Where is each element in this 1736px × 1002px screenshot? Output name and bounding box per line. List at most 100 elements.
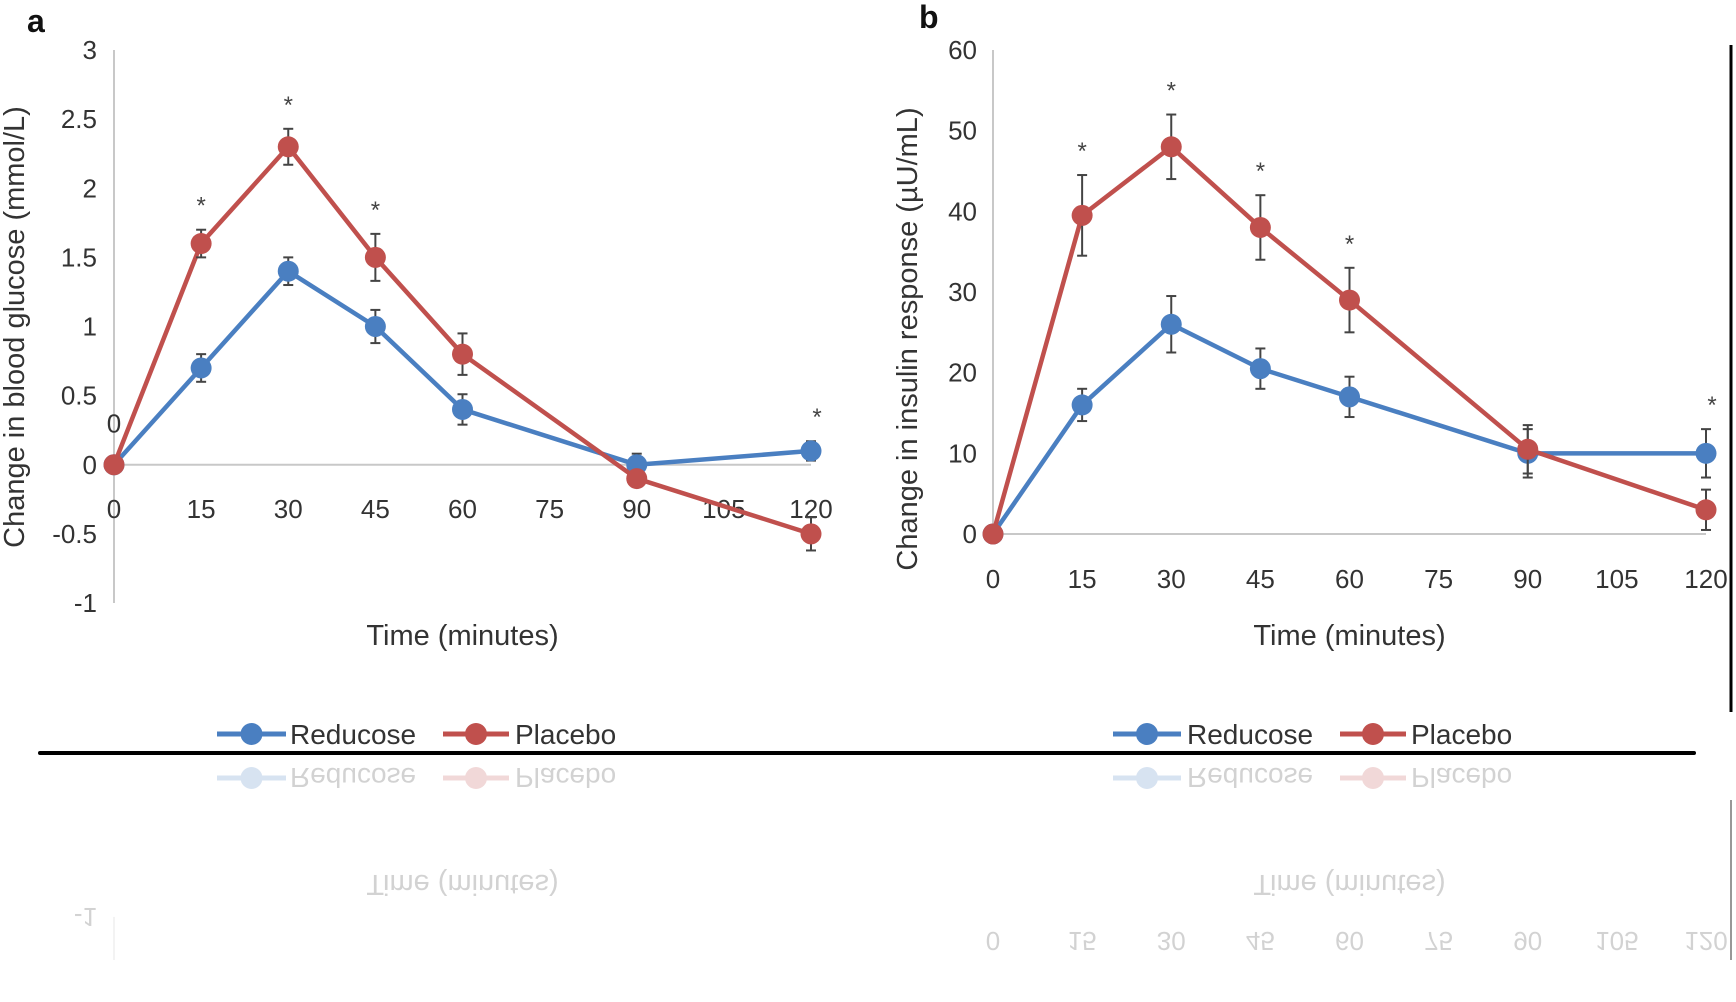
reflection-a: Reducose Placebo bbox=[217, 762, 616, 793]
y-tick-label: 50 bbox=[948, 116, 977, 146]
x-tick-label: 45 bbox=[361, 494, 390, 524]
reflected-x-tick-label: 60 bbox=[1335, 926, 1364, 956]
reflected-x-tick-label: 120 bbox=[1684, 926, 1727, 956]
data-point bbox=[277, 260, 299, 282]
panel-label: b bbox=[919, 0, 939, 35]
y-axis-title: Change in blood glucose (mmol/L) bbox=[0, 106, 31, 548]
x-tick-label: 30 bbox=[274, 494, 303, 524]
reflected-legend-label: Reducose bbox=[1187, 762, 1313, 793]
data-point bbox=[1160, 136, 1182, 158]
data-point bbox=[190, 233, 212, 255]
x-tick-label: 105 bbox=[1595, 564, 1638, 594]
y-axis-title: Change in insulin response (µU/mL) bbox=[892, 107, 924, 570]
reflected-y-tick-label: -1 bbox=[74, 902, 97, 932]
data-point bbox=[103, 454, 125, 476]
x-tick-label: 0 bbox=[986, 564, 1000, 594]
data-point bbox=[452, 343, 473, 365]
legend-label: Reducose bbox=[290, 719, 416, 750]
x-tick-label: 60 bbox=[448, 494, 477, 524]
y-tick-label: 1.5 bbox=[61, 242, 97, 272]
legend-label: Reducose bbox=[1187, 719, 1313, 750]
data-point bbox=[1695, 499, 1717, 521]
y-tick-label: 20 bbox=[948, 358, 977, 388]
data-point bbox=[1695, 442, 1717, 464]
data-point bbox=[364, 246, 386, 268]
reflected-legend-label: Reducose bbox=[290, 762, 416, 793]
reflected-x-tick-label: 0 bbox=[986, 926, 1000, 956]
reflected-x-tick-label: 45 bbox=[1246, 926, 1275, 956]
data-point bbox=[1339, 289, 1360, 311]
data-point bbox=[452, 398, 473, 420]
reflected-x-tick-label: 90 bbox=[1513, 926, 1542, 956]
data-point bbox=[1339, 386, 1360, 408]
y-tick-label: 3 bbox=[83, 35, 97, 65]
y-tick-label: 40 bbox=[948, 196, 977, 226]
x-axis-title: Time (minutes) bbox=[1253, 620, 1445, 652]
x-tick-label: 15 bbox=[187, 494, 216, 524]
legend-marker bbox=[1362, 723, 1384, 745]
y-tick-label: 2.5 bbox=[61, 104, 97, 134]
y-tick-label: 10 bbox=[948, 438, 977, 468]
x-tick-label: 15 bbox=[1068, 564, 1097, 594]
x-axis-title: Time (minutes) bbox=[366, 620, 558, 652]
y-tick-label: -1 bbox=[74, 588, 97, 618]
y-tick-label: 1 bbox=[83, 312, 97, 342]
x-tick-label: 90 bbox=[1513, 564, 1542, 594]
significance-asterisk: * bbox=[371, 197, 380, 224]
reflected-legend-marker bbox=[1136, 767, 1158, 789]
series-line bbox=[991, 322, 1706, 536]
reflection-axis-a: Time (minutes) -1 bbox=[74, 868, 559, 960]
legend: Reducose Placebo bbox=[1113, 719, 1512, 750]
y-tick-label: 0 bbox=[83, 450, 97, 480]
y-tick-label: 2 bbox=[83, 173, 97, 203]
data-point bbox=[277, 136, 299, 158]
data-point bbox=[1071, 204, 1093, 226]
x-tick-label: 45 bbox=[1246, 564, 1275, 594]
data-point bbox=[982, 523, 1004, 545]
reflected-x-tick-label: 105 bbox=[1595, 926, 1638, 956]
series-placebo bbox=[103, 127, 822, 552]
data-point bbox=[190, 357, 212, 379]
legend-marker bbox=[465, 723, 487, 745]
x-tick-label: 75 bbox=[1424, 564, 1453, 594]
x-tick-label: 60 bbox=[1335, 564, 1364, 594]
data-point bbox=[800, 523, 822, 545]
significance-asterisk: * bbox=[284, 92, 293, 119]
reflected-x-axis-title: Time (minutes) bbox=[1253, 868, 1445, 900]
x-tick-label: 120 bbox=[1684, 564, 1727, 594]
reflected-x-tick-label: 15 bbox=[1068, 926, 1097, 956]
reflected-legend-label: Placebo bbox=[1411, 762, 1512, 793]
panel-label: a bbox=[27, 3, 45, 39]
reflection-axis-b: Time (minutes) 0 15 30 45 60 75 90 105 120 bbox=[986, 868, 1728, 956]
reflection-b: Reducose Placebo bbox=[1113, 762, 1512, 793]
significance-asterisk: * bbox=[1167, 78, 1176, 105]
significance-asterisk: * bbox=[1077, 138, 1086, 165]
data-point bbox=[626, 468, 648, 490]
significance-asterisk: * bbox=[1707, 392, 1716, 419]
x-tick-label: 90 bbox=[622, 494, 651, 524]
significance-asterisk: * bbox=[196, 193, 205, 220]
x-tick-label: 30 bbox=[1157, 564, 1186, 594]
reflected-x-tick-label: 30 bbox=[1157, 926, 1186, 956]
data-point bbox=[1160, 313, 1182, 335]
legend-label: Placebo bbox=[1411, 719, 1512, 750]
reflected-x-axis-title: Time (minutes) bbox=[366, 868, 558, 900]
reflected-legend-label: Placebo bbox=[515, 762, 616, 793]
data-point bbox=[1249, 358, 1271, 380]
data-point bbox=[1071, 394, 1093, 416]
reflected-legend-marker bbox=[465, 767, 487, 789]
series-line bbox=[990, 144, 1707, 535]
chart-a: a32.521.510.50-0.5-10 15 30 45 60 75 90 105 120T… bbox=[0, 3, 833, 750]
x-tick-label: 75 bbox=[535, 494, 564, 524]
x-tick-label: 0 bbox=[107, 494, 121, 524]
series-placebo bbox=[982, 113, 1717, 545]
reflection: Reducose Placebo Time (minutes) -1 Reducose P… bbox=[74, 762, 1728, 960]
legend-label: Placebo bbox=[515, 719, 616, 750]
data-point bbox=[1517, 438, 1539, 460]
stray-label: 0 bbox=[107, 408, 121, 438]
data-point bbox=[800, 440, 822, 462]
y-tick-label: 60 bbox=[948, 35, 977, 65]
significance-asterisk: * bbox=[1256, 158, 1265, 185]
y-tick-label: -0.5 bbox=[52, 519, 97, 549]
